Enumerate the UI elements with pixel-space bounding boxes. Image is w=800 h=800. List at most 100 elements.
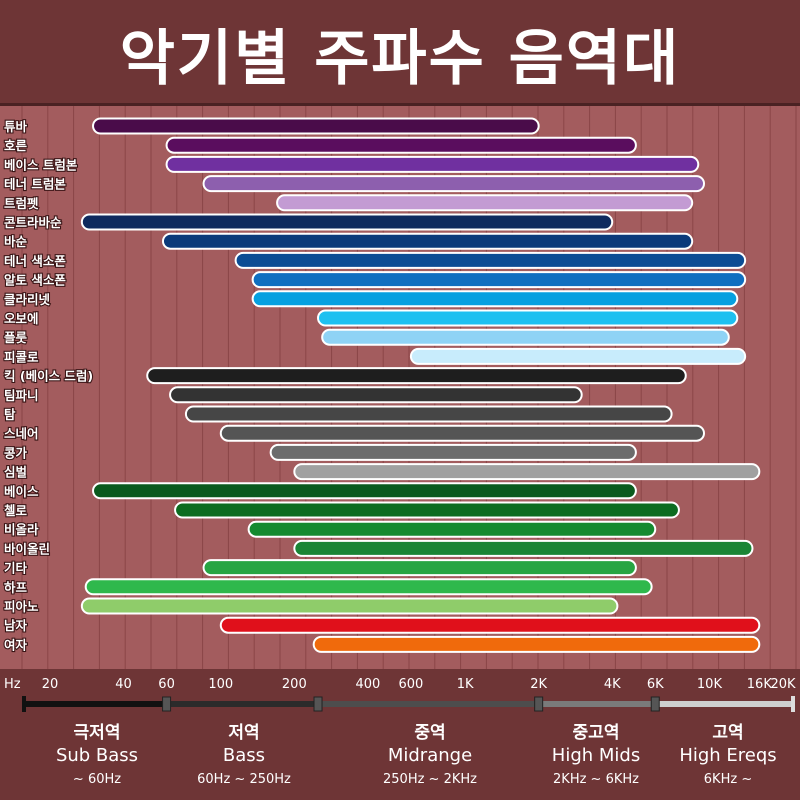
instrument-label: 베이스 트럼본 xyxy=(4,157,78,172)
instrument-label: 팀파니 xyxy=(4,388,39,403)
instrument-label: 비올라 xyxy=(4,522,39,537)
x-tick-label: 4K xyxy=(604,677,621,692)
band-en-label: Midrange xyxy=(387,745,473,766)
x-tick-label: 6K xyxy=(647,677,664,692)
x-tick-label: 1K xyxy=(457,677,474,692)
instrument-label: 바순 xyxy=(4,234,28,249)
band-en-label: Sub Bass xyxy=(55,745,139,766)
instrument-label: 오보에 xyxy=(4,311,39,326)
instrument-label: 콘트라바순 xyxy=(4,215,62,230)
instrument-bar xyxy=(312,635,761,653)
band-segment xyxy=(538,701,656,707)
instrument-bar xyxy=(219,424,706,442)
instrument-label: 기타 xyxy=(4,561,28,576)
x-tick-label: 20K xyxy=(770,677,796,692)
instrument-bar xyxy=(269,443,637,461)
instrument-label: 여자 xyxy=(4,637,28,652)
band-segment xyxy=(318,701,539,707)
instrument-bar xyxy=(321,328,730,346)
instrument-label: 탐 xyxy=(4,407,16,422)
band-segment xyxy=(166,701,319,707)
band-start-marker xyxy=(22,696,26,712)
x-tick-label: 2K xyxy=(530,677,547,692)
instrument-label: 클라리넷 xyxy=(4,292,51,307)
instrument-label: 테너 트럼본 xyxy=(4,177,66,192)
band-en-label: High Ereqs xyxy=(679,745,777,766)
x-tick-label: 16K xyxy=(747,677,773,692)
instrument-bar xyxy=(219,616,761,634)
instrument-label: 플룻 xyxy=(4,330,28,345)
band-range-label: 6KHz ~ xyxy=(703,772,753,787)
instrument-label: 하프 xyxy=(4,580,28,595)
x-tick-label: 600 xyxy=(398,677,423,692)
instrument-bar xyxy=(409,347,747,365)
instrument-label: 베이스 xyxy=(4,484,39,499)
x-tick-label: 200 xyxy=(282,677,307,692)
instrument-label: 테너 색소폰 xyxy=(4,253,66,268)
title-bar: 악기별 주파수 음역대 xyxy=(0,0,800,106)
x-tick-label: 100 xyxy=(208,677,233,692)
band-range-label: 250Hz ~ 2KHz xyxy=(383,772,477,787)
band-name-label: 중고역 xyxy=(572,723,620,743)
band-panel xyxy=(0,669,800,800)
instrument-bar xyxy=(276,194,694,212)
band-marker xyxy=(650,696,660,712)
band-en-label: High Mids xyxy=(551,745,641,766)
instrument-bar xyxy=(92,482,637,500)
x-tick-label: 400 xyxy=(355,677,380,692)
band-end-marker xyxy=(791,696,795,712)
instrument-label: 피아노 xyxy=(4,599,39,614)
band-marker xyxy=(162,696,172,712)
instrument-bar xyxy=(165,136,637,154)
band-range-label: ~ 60Hz xyxy=(72,772,122,787)
band-segment xyxy=(24,701,167,707)
instrument-bar xyxy=(234,251,747,269)
instrument-bar xyxy=(202,175,706,193)
instrument-label: 호른 xyxy=(4,138,28,153)
instrument-bar xyxy=(293,539,754,557)
x-tick-label: 10K xyxy=(697,677,723,692)
band-name-label: 극저역 xyxy=(73,723,121,743)
instrument-bar xyxy=(146,367,687,385)
x-unit-label: Hz xyxy=(4,677,21,692)
instrument-bar xyxy=(92,117,540,135)
instrument-bar xyxy=(202,559,637,577)
instrument-bar xyxy=(247,520,657,538)
band-range-label: 2KHz ~ 6KHz xyxy=(553,772,639,787)
instrument-bar xyxy=(251,290,739,308)
band-marker xyxy=(534,696,544,712)
frequency-bands xyxy=(22,696,795,712)
instrument-label: 피콜로 xyxy=(4,349,39,364)
instrument-label: 바이올린 xyxy=(4,541,50,556)
band-marker xyxy=(313,696,323,712)
instrument-label: 심벌 xyxy=(4,465,27,480)
instrument-label: 트럼펫 xyxy=(4,196,39,211)
x-tick-label: 60 xyxy=(158,677,175,692)
instrument-bar xyxy=(251,271,747,289)
instrument-label: 첼로 xyxy=(4,503,28,518)
instrument-bars xyxy=(80,117,761,653)
instrument-bar xyxy=(184,405,673,423)
instrument-bar xyxy=(80,597,619,615)
band-en-label: Bass xyxy=(222,745,266,766)
instrument-label: 알토 색소폰 xyxy=(4,273,66,288)
instrument-bar xyxy=(317,309,739,327)
instrument-bar xyxy=(293,463,761,481)
band-segment xyxy=(655,701,793,707)
instrument-label: 튜바 xyxy=(4,119,28,134)
chart-title: 악기별 주파수 음역대 xyxy=(119,24,681,94)
instrument-label: 스네어 xyxy=(4,426,39,441)
band-range-label: 60Hz ~ 250Hz xyxy=(197,772,291,787)
instrument-bar xyxy=(161,232,694,250)
x-tick-label: 20 xyxy=(42,677,59,692)
instrument-bar xyxy=(165,155,700,173)
instrument-bar xyxy=(174,501,680,519)
instrument-label: 콩가 xyxy=(4,445,28,460)
instrument-bar xyxy=(169,386,583,404)
instrument-label: 남자 xyxy=(4,618,28,633)
band-name-label: 고역 xyxy=(712,723,744,743)
